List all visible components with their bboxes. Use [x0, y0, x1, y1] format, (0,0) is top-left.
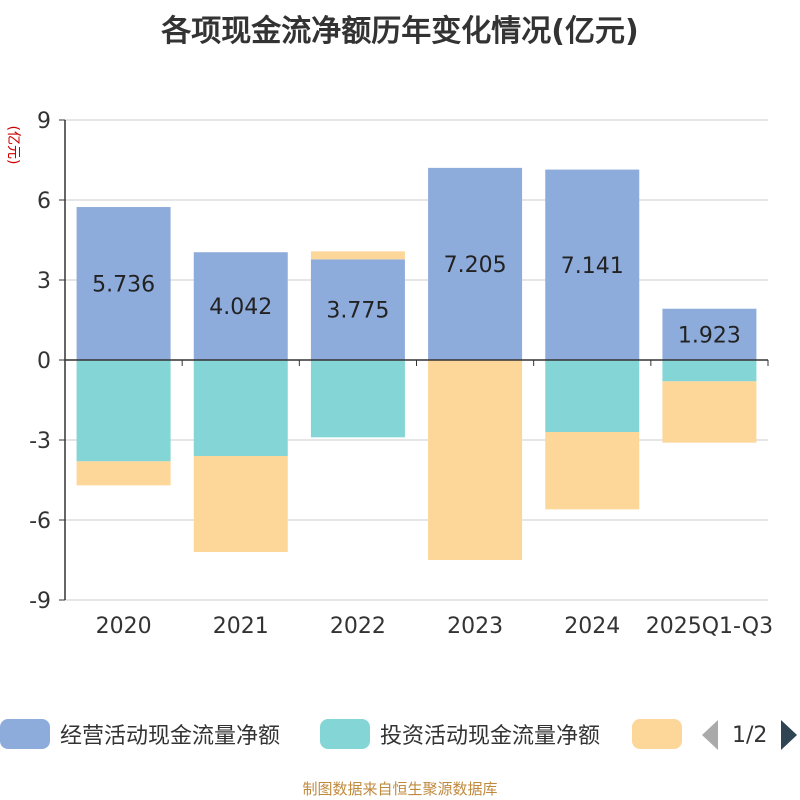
- bar-operating: [193, 252, 288, 360]
- source-footer: 制图数据来自恒生聚源数据库: [302, 780, 498, 798]
- cashflow-chart: 9 6 3 0 -3 -6 -9 (亿元) 5.736 4.042 3.775 7.205 7.141 1…: [5, 109, 773, 639]
- data-label: 5.736: [92, 273, 155, 298]
- bar-investing: [310, 360, 405, 438]
- bar-investing: [545, 360, 640, 432]
- x-tick-label: 2020: [96, 614, 152, 639]
- legend-item-operating[interactable]: 经营活动现金流量净额: [0, 716, 280, 752]
- legend: 经营活动现金流量净额 投资活动现金流量净额 1/2: [0, 716, 800, 756]
- bar-investing: [662, 360, 757, 382]
- bar-financing: [76, 461, 171, 486]
- data-label: 1.923: [678, 323, 741, 348]
- bar-operating: [310, 259, 405, 360]
- legend-swatch-operating: [0, 719, 50, 749]
- data-label: 3.775: [326, 299, 389, 324]
- legend-swatch-investing: [320, 719, 370, 749]
- bar-financing: [662, 381, 757, 443]
- chart-title: 各项现金流净额历年变化情况(亿元): [161, 14, 639, 49]
- y-tick-label: -9: [29, 589, 51, 614]
- bar-operating: [428, 167, 523, 360]
- y-tick-label: -6: [29, 509, 51, 534]
- data-label: 7.141: [561, 254, 624, 279]
- bar-operating: [545, 169, 640, 360]
- bar-operating: [662, 308, 757, 360]
- bar-financing: [310, 251, 405, 260]
- legend-next-icon[interactable]: [781, 720, 798, 750]
- y-tick-label: 6: [37, 189, 51, 214]
- bar-operating: [76, 207, 171, 360]
- legend-label-investing: 投资活动现金流量净额: [380, 724, 601, 749]
- legend-prev-icon[interactable]: [702, 720, 718, 750]
- bar-financing: [428, 360, 523, 560]
- y-tick-label: 3: [37, 269, 51, 294]
- y-tick-label: -3: [29, 429, 51, 454]
- legend-swatch-financing: [632, 719, 682, 749]
- x-tick-label: 2022: [330, 614, 386, 639]
- legend-pager: 1/2: [702, 718, 798, 752]
- data-label: 4.042: [209, 295, 272, 320]
- y-axis-title: (亿元): [5, 126, 21, 165]
- y-tick-label: 0: [37, 349, 51, 374]
- x-tick-label: 2021: [213, 614, 269, 639]
- x-tick-label: 2024: [564, 614, 620, 639]
- bar-financing: [545, 432, 640, 510]
- legend-page-indicator: 1/2: [732, 722, 768, 748]
- legend-item-financing[interactable]: [632, 716, 692, 752]
- data-label: 7.205: [444, 253, 507, 278]
- bar-investing: [76, 360, 171, 462]
- bar-investing: [193, 360, 288, 456]
- legend-label-operating: 经营活动现金流量净额: [60, 724, 281, 749]
- x-tick-label: 2025Q1-Q3: [646, 614, 773, 639]
- x-tick-label: 2023: [447, 614, 503, 639]
- y-tick-label: 9: [37, 109, 51, 134]
- legend-item-investing[interactable]: 投资活动现金流量净额: [320, 716, 600, 752]
- bar-financing: [193, 456, 288, 552]
